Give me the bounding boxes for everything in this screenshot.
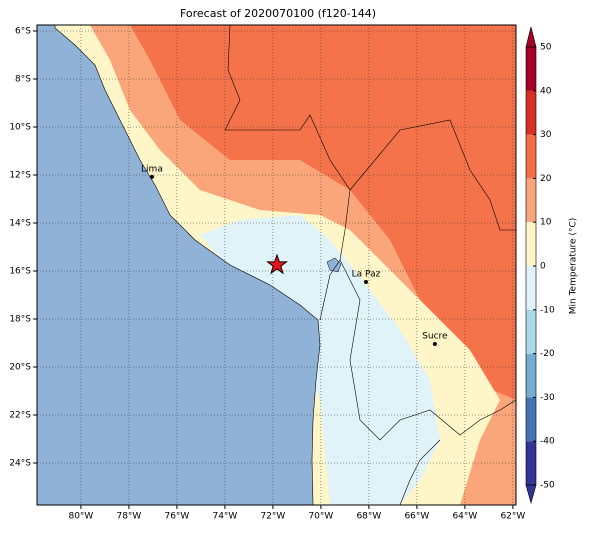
border	[349, 119, 516, 231]
y-tick-label: 16°S	[9, 267, 31, 277]
colorbar-bin	[526, 441, 536, 485]
colorbar-tick-label: -20	[540, 349, 555, 359]
y-tick-label: 6°S	[15, 27, 31, 37]
map-area: Lima La Paz Sucre	[37, 25, 516, 505]
colorbar-bin	[526, 397, 536, 442]
title: Forecast of 2020070100 (f120-144)	[180, 7, 376, 20]
colorbar-bin	[526, 134, 536, 179]
colorbar-tick-label: -10	[540, 305, 555, 315]
colorbar-bin	[526, 178, 536, 223]
colorbar: -50 -40 -30 -20 -10 0 10 20 30 40 50	[525, 26, 555, 505]
y-tick-label: 10°S	[9, 123, 31, 133]
city-dot	[432, 341, 437, 346]
y-tick-label: 18°S	[9, 315, 31, 325]
colorbar-bin	[526, 90, 536, 135]
colorbar-tick-label: 40	[540, 86, 552, 96]
colorbar-tick-label: 50	[540, 43, 552, 53]
y-tick-label: 14°S	[9, 219, 31, 229]
x-tick-label: 72°W	[260, 512, 285, 522]
city-label: Sucre	[422, 331, 448, 341]
x-tick-label: 76°W	[164, 512, 189, 522]
y-tick-label: 22°S	[9, 411, 31, 421]
colorbar-tick-label: -50	[540, 481, 555, 491]
colorbar-tick-label: -30	[540, 393, 555, 403]
star-marker	[266, 253, 288, 275]
city-label: La Paz	[352, 270, 381, 280]
colorbar-bin	[526, 47, 536, 91]
lake	[326, 257, 342, 273]
colorbar-label: Min Temperature (°C)	[569, 218, 579, 315]
colorbar-bin	[526, 266, 536, 310]
x-tick-label: 80°W	[68, 512, 93, 522]
markers: Lima La Paz Sucre	[141, 164, 448, 346]
axes: 80°W 78°W 76°W 74°W 72°W 70°W 68°W 66°W 64°W 62°W…	[9, 27, 525, 522]
y-tick-label: 8°S	[15, 75, 31, 85]
x-tick-label: 64°W	[452, 512, 477, 522]
border	[399, 439, 441, 505]
colorbar-extend	[525, 26, 537, 48]
colorbar-bin	[526, 309, 536, 354]
colorbar-tick-label: -40	[540, 437, 555, 447]
city-dot	[149, 174, 154, 179]
grid	[37, 25, 516, 505]
x-tick-label: 62°W	[500, 512, 525, 522]
city-label: Lima	[141, 164, 163, 174]
colorbar-bin	[526, 222, 536, 266]
border	[339, 259, 516, 441]
x-tick-label: 74°W	[212, 512, 237, 522]
x-tick-label: 66°W	[404, 512, 429, 522]
colorbar-tick-label: 30	[540, 130, 552, 140]
ocean	[37, 25, 321, 505]
colorbar-bin	[526, 353, 536, 398]
x-tick-label: 78°W	[116, 512, 141, 522]
x-tick-label: 70°W	[308, 512, 333, 522]
colorbar-tick-label: 20	[540, 174, 552, 184]
colorbar-extend	[525, 484, 537, 505]
y-tick-label: 12°S	[9, 171, 31, 181]
border	[224, 25, 351, 321]
map-frame	[36, 24, 517, 506]
x-tick-label: 68°W	[356, 512, 381, 522]
city-dot	[364, 280, 369, 285]
colorbar-tick-label: 0	[540, 262, 546, 272]
y-tick-label: 20°S	[9, 363, 31, 373]
y-tick-label: 24°S	[9, 459, 31, 469]
colorbar-tick-label: 10	[540, 218, 552, 228]
